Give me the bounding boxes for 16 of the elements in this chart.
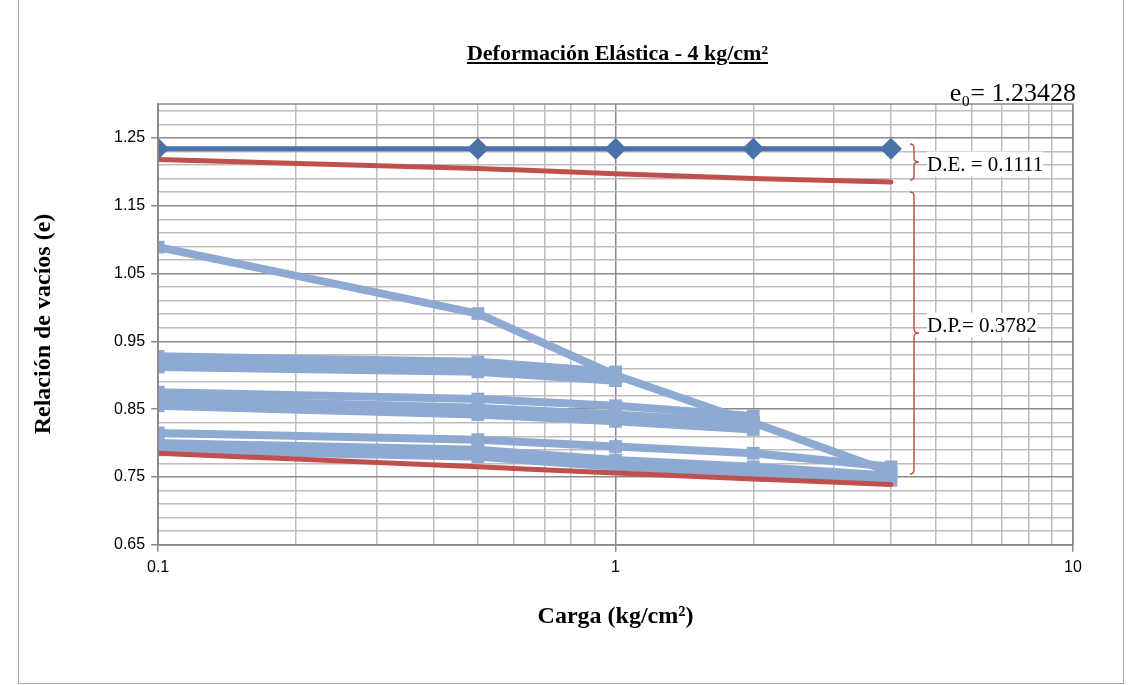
x-tick-label: 1 <box>611 557 621 575</box>
x-axis-title: Carga (kg/cm²) <box>536 602 695 629</box>
x-tick-label: 10 <box>1064 557 1082 575</box>
y-tick-label: 1.15 <box>114 196 146 214</box>
x-tick-label: 0.1 <box>147 557 170 575</box>
y-tick-label: 1.05 <box>114 263 146 281</box>
annotation: e₀= 1.23428 <box>949 78 1076 108</box>
annotation: D.P.= 0.3782 <box>927 312 1037 338</box>
annotation: D.E. = 0.1111 <box>927 151 1044 177</box>
y-axis-title: Relación de vacíos (e) <box>28 213 56 435</box>
y-tick-label: 1.25 <box>114 128 146 146</box>
y-tick-label: 0.85 <box>114 399 146 417</box>
y-tick-label: 0.65 <box>114 535 146 553</box>
y-tick-label: 0.75 <box>114 467 146 485</box>
chart-title: Deformación Elástica - 4 kg/cm² <box>465 40 770 66</box>
y-tick-label: 0.95 <box>114 331 146 349</box>
